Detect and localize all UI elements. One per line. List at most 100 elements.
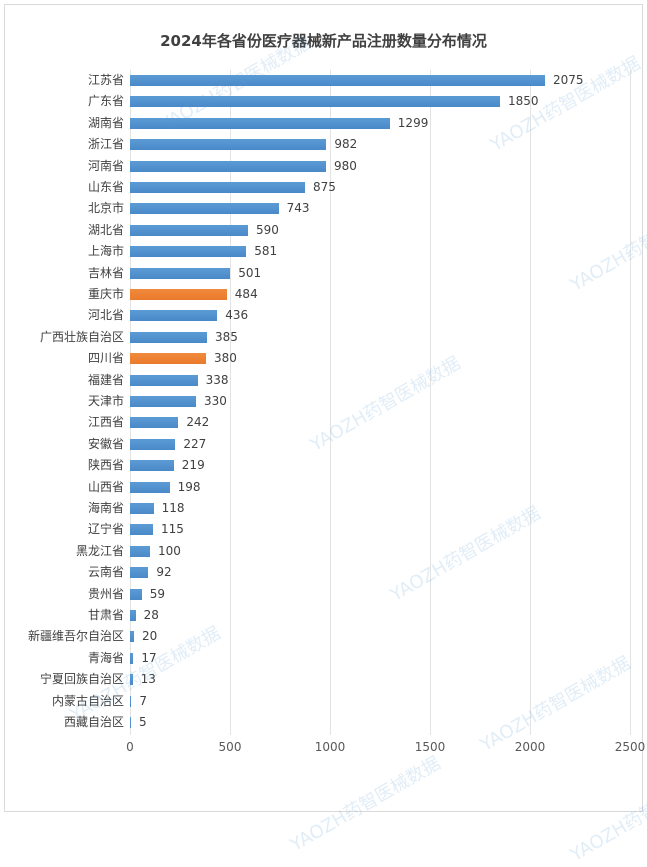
value-label: 338 <box>205 372 229 387</box>
x-tick-label: 500 <box>218 740 242 754</box>
category-label: 西藏自治区 <box>63 715 124 729</box>
category-label: 内蒙古自治区 <box>51 693 124 708</box>
gridline <box>330 70 331 735</box>
bar <box>130 567 149 579</box>
category-label: 贵州省 <box>87 586 124 601</box>
category-label: 浙江省 <box>87 137 124 152</box>
category-label: 广西壮族自治区 <box>39 329 124 344</box>
category-label: 山东省 <box>87 180 124 194</box>
value-label: 980 <box>334 158 357 173</box>
bar <box>130 588 142 600</box>
category-label: 重庆市 <box>87 287 124 301</box>
value-label: 219 <box>181 458 205 473</box>
bar <box>130 139 327 151</box>
bar <box>130 353 206 365</box>
bar <box>130 267 231 279</box>
bar <box>130 652 134 664</box>
category-label: 云南省 <box>87 565 124 580</box>
value-label: 118 <box>161 501 185 515</box>
category-label: 黑龙江省 <box>75 543 124 558</box>
bar <box>130 160 326 172</box>
category-label: 辽宁省 <box>87 522 124 537</box>
gridline <box>530 70 531 735</box>
category-label: 河北省 <box>87 308 124 323</box>
x-tick-label: 2000 <box>514 740 546 754</box>
category-label: 天津市 <box>87 394 124 408</box>
value-label: 380 <box>214 351 237 366</box>
gridline <box>630 70 631 735</box>
x-tick-label: 2500 <box>614 740 646 754</box>
bar <box>130 96 500 108</box>
plot-area: 江苏省 2075 广东省 1850 湖南省 1299 浙江省 982 河南省 980 山东省 875 北… <box>28 70 631 735</box>
value-label: 28 <box>143 608 159 622</box>
value-label: 2075 <box>553 73 584 87</box>
bar <box>130 310 218 322</box>
value-label: 1299 <box>397 115 429 130</box>
bar <box>130 481 170 493</box>
category-label: 新疆维吾尔自治区 <box>27 629 124 644</box>
category-label: 河南省 <box>87 158 124 173</box>
bar <box>130 503 154 514</box>
bar <box>130 182 305 193</box>
value-label: 198 <box>177 479 201 494</box>
chart-title: 2024年各省份医疗器械新产品注册数量分布情况 <box>160 32 487 50</box>
x-tick-label: 1500 <box>414 740 446 754</box>
bar <box>130 417 179 429</box>
category-label: 海南省 <box>87 501 124 515</box>
category-label: 江西省 <box>87 415 124 430</box>
category-label: 吉林省 <box>87 265 124 280</box>
bar <box>130 610 136 621</box>
value-label: 330 <box>204 394 227 408</box>
bar <box>130 674 133 686</box>
value-label: 242 <box>186 415 210 430</box>
bar <box>130 396 196 407</box>
category-label: 安徽省 <box>87 436 124 451</box>
bar <box>130 460 174 472</box>
category-label: 山西省 <box>87 479 124 494</box>
value-label: 13 <box>140 672 156 687</box>
category-label: 甘肃省 <box>87 608 124 622</box>
chart-frame <box>4 4 643 812</box>
category-label: 福建省 <box>87 372 124 387</box>
bar <box>130 524 153 536</box>
value-label: 436 <box>225 308 249 323</box>
value-label: 17 <box>141 650 157 665</box>
value-label: 1850 <box>508 94 539 109</box>
value-label: 875 <box>313 180 336 194</box>
bar <box>130 545 150 557</box>
value-label: 590 <box>256 222 279 237</box>
x-tick-label: 0 <box>126 740 134 754</box>
bar <box>130 374 198 386</box>
category-label: 陕西省 <box>87 458 124 473</box>
x-tick-label: 1000 <box>314 740 346 754</box>
value-label: 385 <box>215 329 238 344</box>
bar <box>130 224 248 236</box>
category-label: 湖南省 <box>87 115 124 130</box>
category-label: 广东省 <box>87 94 124 109</box>
value-label: 743 <box>286 201 310 216</box>
bar <box>130 438 176 450</box>
value-label: 484 <box>234 287 258 301</box>
value-label: 7 <box>139 693 148 708</box>
bar <box>130 246 247 258</box>
category-label: 上海市 <box>87 244 124 259</box>
value-label: 5 <box>139 715 147 729</box>
bar <box>130 695 132 707</box>
category-label: 江苏省 <box>87 73 124 87</box>
category-label: 湖北省 <box>87 222 124 237</box>
category-label: 青海省 <box>87 650 124 665</box>
bar <box>130 331 207 343</box>
value-label: 20 <box>142 629 158 644</box>
value-label: 581 <box>254 244 278 259</box>
category-label: 四川省 <box>87 351 124 366</box>
gridline <box>430 70 431 735</box>
value-label: 115 <box>161 522 184 537</box>
bar <box>130 203 279 215</box>
value-label: 501 <box>238 265 262 280</box>
bar <box>130 717 131 728</box>
bar <box>130 75 545 86</box>
bar <box>130 289 227 300</box>
value-label: 59 <box>149 586 166 601</box>
value-label: 227 <box>183 436 207 451</box>
value-label: 982 <box>334 137 358 152</box>
